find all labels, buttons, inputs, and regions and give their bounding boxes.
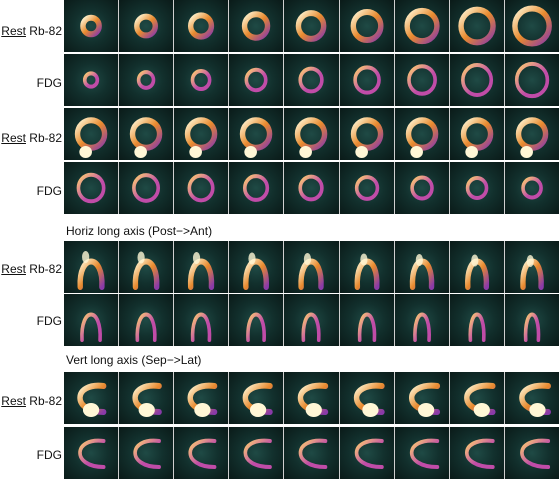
pet-slice-image	[284, 0, 339, 52]
pet-slice-image	[339, 372, 394, 424]
image-strip-7	[64, 372, 559, 424]
pet-slice-image	[449, 54, 504, 106]
pet-slice-image	[174, 241, 229, 293]
label-row-8: FDG	[36, 448, 62, 462]
pet-slice-image	[339, 54, 394, 106]
pet-slice-image	[339, 0, 394, 52]
pet-slice-image	[339, 241, 394, 293]
pet-slice-image	[394, 427, 449, 479]
pet-slice-image	[174, 0, 229, 52]
pet-slice-image	[394, 162, 449, 214]
label-row-3: Rest Rb-82	[1, 131, 62, 145]
pet-slice-image	[64, 0, 119, 52]
pet-slice-image	[449, 108, 504, 160]
image-strip-2	[64, 54, 559, 106]
pet-slice-image	[174, 372, 229, 424]
pet-slice-image	[504, 0, 559, 52]
pet-slice-image	[229, 241, 284, 293]
pet-slice-image	[394, 108, 449, 160]
pet-slice-image	[449, 294, 504, 346]
pet-slice-image	[119, 427, 174, 479]
pet-slice-image	[119, 162, 174, 214]
label-row-5: Rest Rb-82	[1, 262, 62, 276]
pet-slice-image	[174, 427, 229, 479]
label-row-6: FDG	[36, 314, 62, 328]
section-vert-title: Vert long axis (Sep−>Lat)	[66, 353, 202, 367]
pet-slice-image	[64, 427, 119, 479]
pet-slice-image	[174, 108, 229, 160]
pet-slice-image	[504, 162, 559, 214]
pet-slice-image	[64, 294, 119, 346]
pet-slice-image	[174, 54, 229, 106]
pet-slice-image	[394, 294, 449, 346]
pet-slice-image	[339, 294, 394, 346]
pet-slice-image	[394, 372, 449, 424]
image-strip-5	[64, 241, 559, 293]
pet-slice-image	[174, 294, 229, 346]
pet-slice-image	[119, 54, 174, 106]
pet-slice-image	[449, 162, 504, 214]
pet-slice-image	[284, 162, 339, 214]
label-row-1: Rest Rb-82	[1, 24, 62, 38]
pet-slice-image	[64, 54, 119, 106]
pet-slice-image	[394, 241, 449, 293]
pet-slice-image	[64, 241, 119, 293]
pet-slice-image	[229, 108, 284, 160]
pet-slice-image	[339, 427, 394, 479]
pet-slice-image	[449, 427, 504, 479]
label-row-7: Rest Rb-82	[1, 394, 62, 408]
pet-slice-image	[229, 0, 284, 52]
pet-slice-image	[64, 372, 119, 424]
pet-slice-image	[339, 108, 394, 160]
pet-slice-image	[284, 427, 339, 479]
image-strip-6	[64, 294, 559, 346]
pet-slice-image	[504, 372, 559, 424]
pet-slice-image	[174, 162, 229, 214]
pet-slice-image	[449, 372, 504, 424]
pet-slice-image	[229, 162, 284, 214]
pet-slice-image	[229, 427, 284, 479]
pet-slice-image	[284, 372, 339, 424]
section-horiz-title: Horiz long axis (Post−>Ant)	[66, 224, 213, 238]
pet-slice-image	[229, 294, 284, 346]
pet-slice-image	[394, 54, 449, 106]
pet-slice-image	[449, 0, 504, 52]
pet-slice-image	[119, 0, 174, 52]
pet-slice-image	[449, 241, 504, 293]
pet-slice-image	[284, 241, 339, 293]
pet-slice-image	[504, 108, 559, 160]
pet-slice-image	[119, 294, 174, 346]
label-row-2: FDG	[36, 76, 62, 90]
pet-slice-image	[119, 241, 174, 293]
pet-slice-image	[504, 294, 559, 346]
pet-slice-image	[119, 108, 174, 160]
pet-slice-image	[284, 294, 339, 346]
pet-slice-image	[504, 241, 559, 293]
pet-slice-image	[284, 54, 339, 106]
label-row-4: FDG	[36, 184, 62, 198]
pet-slice-image	[284, 108, 339, 160]
pet-slice-image	[394, 0, 449, 52]
image-strip-4	[64, 162, 559, 214]
pet-slice-image	[229, 372, 284, 424]
pet-slice-image	[64, 108, 119, 160]
pet-slice-image	[339, 162, 394, 214]
pet-slice-image	[504, 427, 559, 479]
pet-slice-image	[119, 372, 174, 424]
image-strip-3	[64, 108, 559, 160]
image-strip-1	[64, 0, 559, 52]
pet-slice-image	[504, 54, 559, 106]
image-strip-8	[64, 427, 559, 479]
pet-slice-image	[229, 54, 284, 106]
pet-slice-image	[64, 162, 119, 214]
